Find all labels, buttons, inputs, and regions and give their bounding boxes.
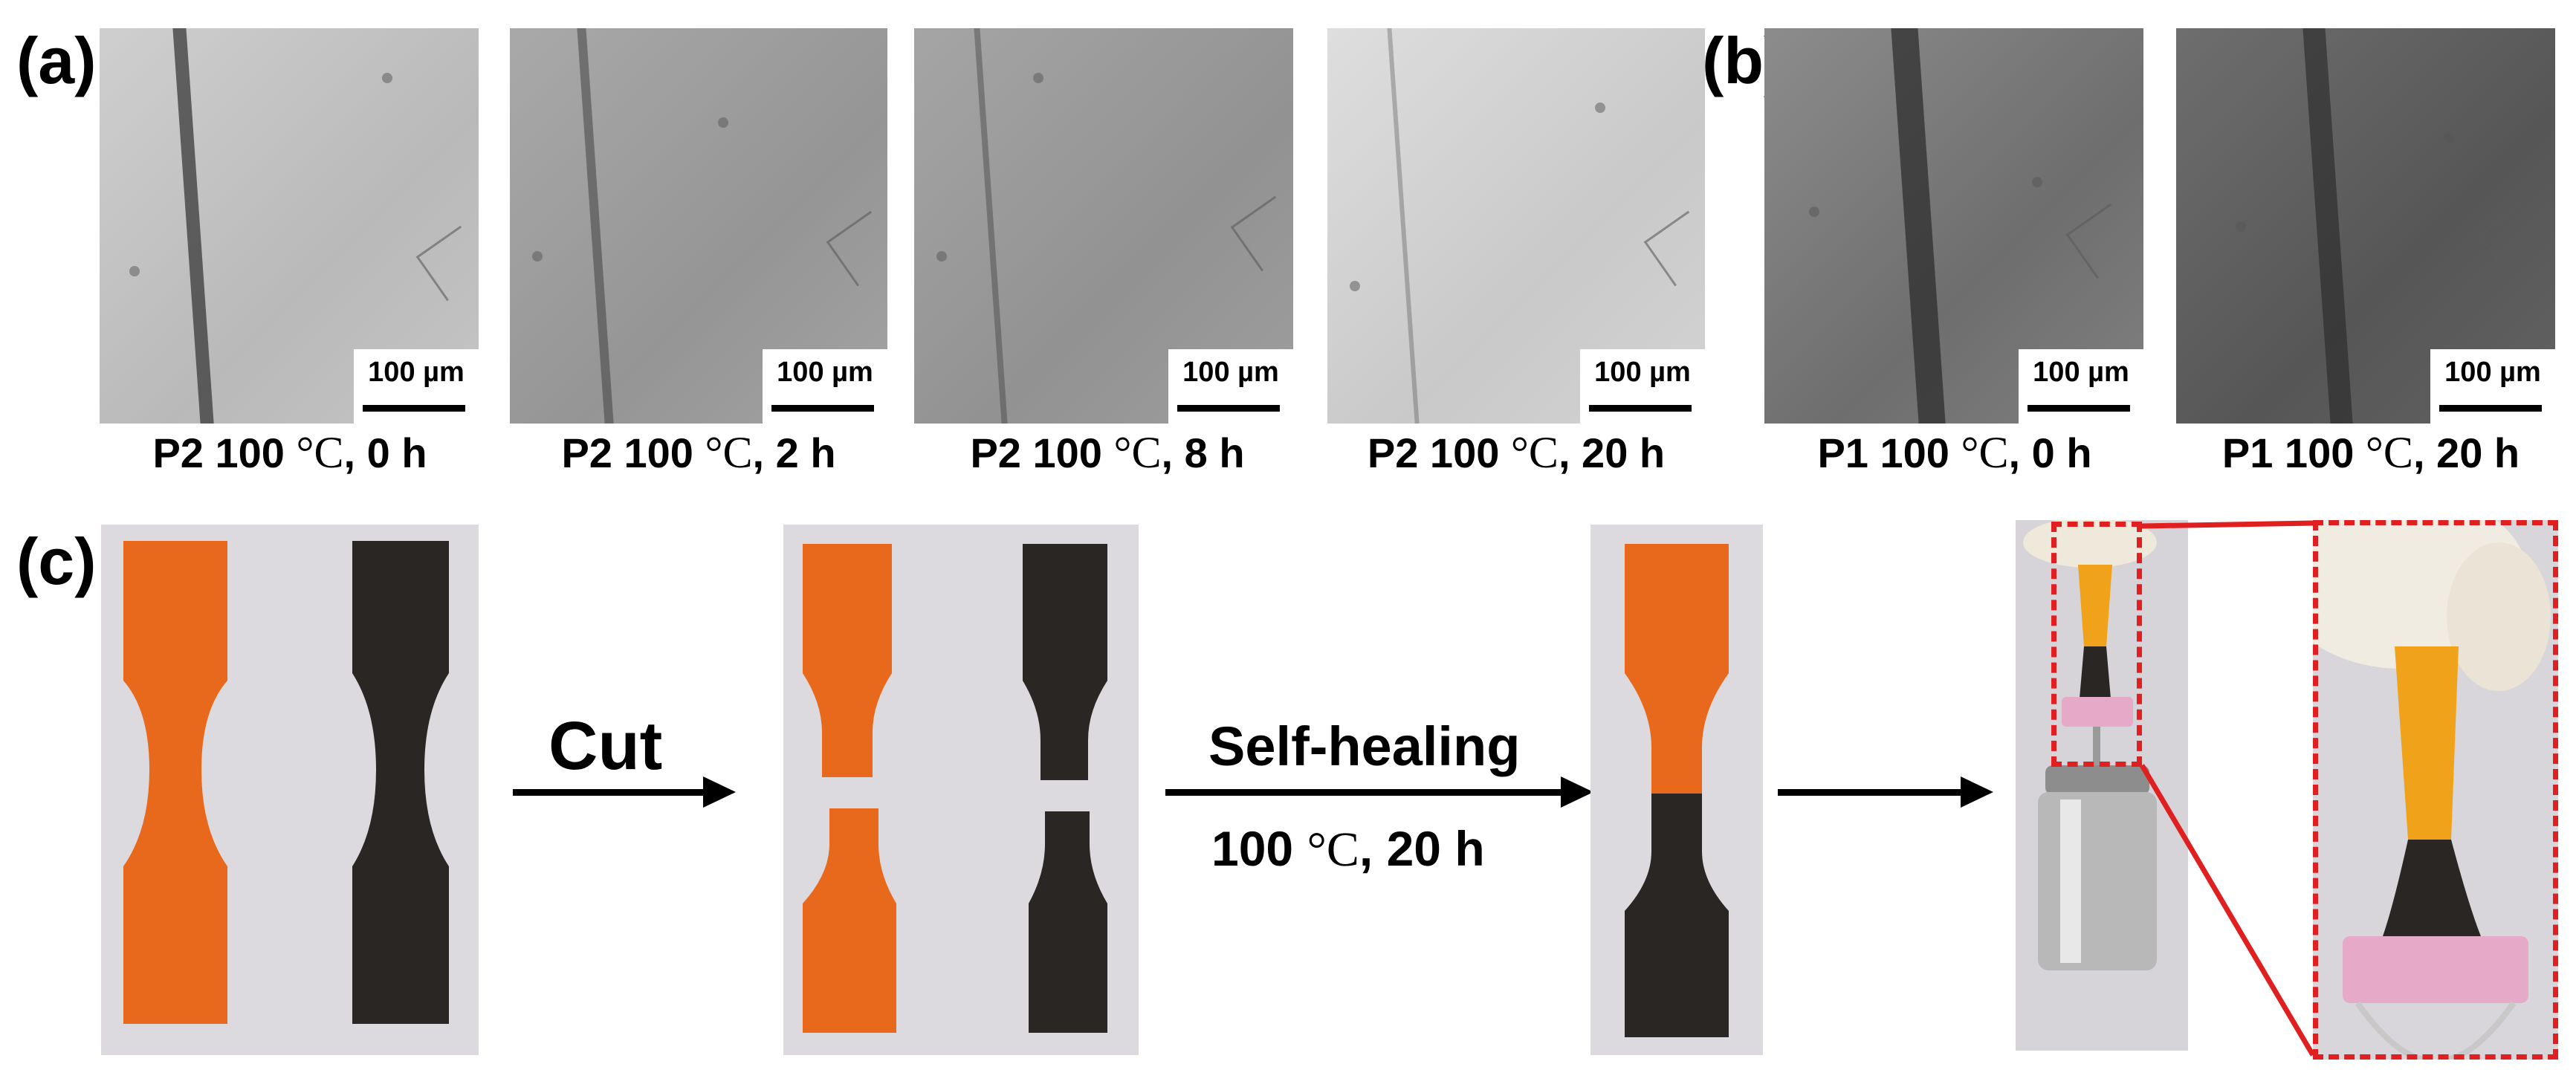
photo-healed-sample (1590, 525, 1763, 1055)
cut-arrow (513, 776, 736, 808)
photo-zoom-detail (2313, 520, 2558, 1060)
self-healing-arrow (1165, 776, 1593, 808)
scale-bar: 100 µm (354, 349, 479, 424)
micrograph-caption: P2 100 °C, 20 h (1367, 428, 1666, 477)
orange-top-half (803, 544, 892, 777)
scale-bar-label: 100 µm (2444, 357, 2541, 388)
scale-bar: 100 µm (1580, 349, 1705, 424)
micrograph-caption: P1 100 °C, 0 h (1817, 428, 2092, 477)
micrograph-p1-0h: 100 µm (1764, 28, 2143, 424)
weight-highlight (2060, 799, 2081, 963)
micrograph-p2-8h: 100 µm (914, 28, 1293, 424)
suspended-orange-sample (2078, 565, 2112, 646)
zoomed-orange-sample (2395, 646, 2459, 840)
micrograph-caption: P2 100 °C, 8 h (970, 428, 1245, 477)
photo-original-samples (101, 525, 479, 1055)
micrograph-p1-20h: 100 µm (2176, 28, 2555, 424)
micrograph-p2-0h: 100 µm (100, 28, 479, 424)
cut-label: Cut (548, 708, 663, 784)
orange-sample (123, 541, 227, 1024)
highlight-box-small (2051, 522, 2142, 767)
scale-bar: 100 µm (763, 349, 887, 424)
scale-bar: 100 µm (2430, 349, 2555, 424)
micrograph-caption: P2 100 °C, 2 h (561, 428, 836, 477)
suspended-black-sample (2080, 646, 2111, 698)
black-sample (352, 541, 449, 1024)
panel-label-c: (c) (16, 525, 97, 598)
healed-black-part (1625, 794, 1729, 1037)
micrograph-p2-20h: 100 µm (1327, 28, 1705, 424)
micrograph-caption: P1 100 °C, 20 h (2221, 428, 2520, 477)
zoom-detail-drawing (2313, 520, 2551, 1060)
healed-orange-part (1625, 544, 1729, 794)
scale-bar-label: 100 µm (368, 357, 465, 388)
scale-bar-label: 100 µm (1182, 357, 1279, 388)
scale-bar-label: 100 µm (2033, 357, 2129, 388)
scale-bar-label: 100 µm (1594, 357, 1691, 388)
scale-bar: 100 µm (1168, 349, 1293, 424)
photo-cut-samples (783, 525, 1139, 1055)
weight-top (2045, 765, 2149, 795)
panel-label-a: (a) (16, 24, 97, 97)
scale-bar: 100 µm (2019, 349, 2143, 424)
black-bottom-half (1029, 811, 1107, 1033)
gloved-fingers (2023, 520, 2157, 568)
highlight-box-large (2313, 520, 2558, 1060)
micrograph-p2-2h: 100 µm (510, 28, 887, 424)
self-healing-label: Self-healing (1208, 716, 1521, 777)
micrograph-caption: P2 100 °C, 0 h (152, 428, 427, 477)
hook (2093, 727, 2100, 768)
zoomed-binder-clip (2343, 936, 2528, 1003)
self-healing-condition: 100 °C, 20 h (1211, 821, 1485, 877)
zoomed-black-sample (2383, 840, 2481, 936)
scale-bar-label: 100 µm (777, 357, 873, 388)
weight-body (2038, 792, 2157, 970)
glove-fingertip (2447, 542, 2551, 691)
binder-clip (2062, 697, 2133, 727)
original-samples-drawing (123, 541, 449, 1024)
load-test-arrow (1778, 776, 1993, 808)
load-test-drawing (2023, 520, 2157, 970)
orange-bottom-half (803, 808, 896, 1033)
healed-sample-drawing (1625, 544, 1729, 1037)
black-top-half (1023, 544, 1107, 780)
cut-samples-drawing (803, 544, 1107, 1033)
